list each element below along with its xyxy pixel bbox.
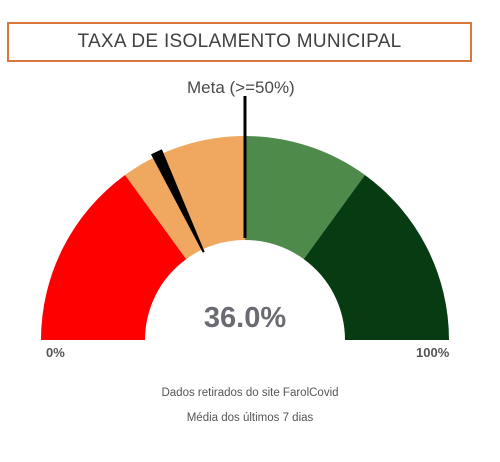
title-box: TAXA DE ISOLAMENTO MUNICIPAL	[7, 22, 472, 62]
gauge-needle	[151, 149, 205, 253]
target-label: Meta (>=50%)	[187, 78, 295, 97]
gauge-band-0	[41, 174, 187, 340]
gauge-value-label: 36.0%	[203, 302, 287, 334]
gauge-band-3	[303, 174, 449, 340]
axis-max-label: 100%	[416, 345, 450, 360]
footnote-source: Dados retirados do site FarolCovid	[161, 387, 339, 399]
footnote-period: Média dos últimos 7 dias	[186, 412, 314, 424]
axis-min-label: 0%	[46, 345, 65, 360]
chart-title: TAXA DE ISOLAMENTO MUNICIPAL	[77, 31, 402, 52]
gauge-band-2	[245, 136, 365, 260]
gauge-band-1	[125, 136, 245, 260]
